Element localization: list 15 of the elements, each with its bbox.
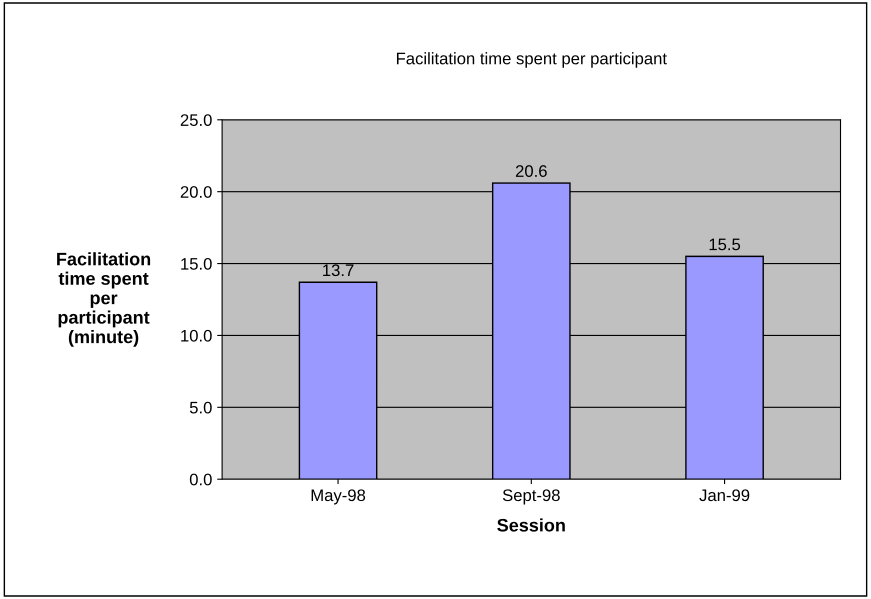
y-tick-label: 20.0 (180, 186, 212, 198)
y-tick-label: 0.0 (190, 474, 212, 486)
y-tick-label: 10.0 (181, 330, 212, 342)
y-axis-title: Facilitation time spent per participant (minute) (57, 252, 150, 347)
chart-title: Facilitation time spent per participant (396, 52, 667, 68)
x-axis-title: Session (497, 518, 565, 532)
x-tick-label: Sept-98 (502, 489, 560, 504)
x-tick-label: Jan-99 (699, 489, 750, 502)
y-tick-label: 25.0 (180, 114, 212, 126)
data-label: 13.7 (323, 264, 354, 276)
y-tick-label: 5.0 (190, 402, 212, 414)
y-tick-label: 15.0 (181, 258, 212, 270)
x-tick-label: May-98 (312, 489, 366, 504)
data-label: 20.6 (516, 165, 547, 177)
data-label: 15.5 (710, 238, 740, 250)
